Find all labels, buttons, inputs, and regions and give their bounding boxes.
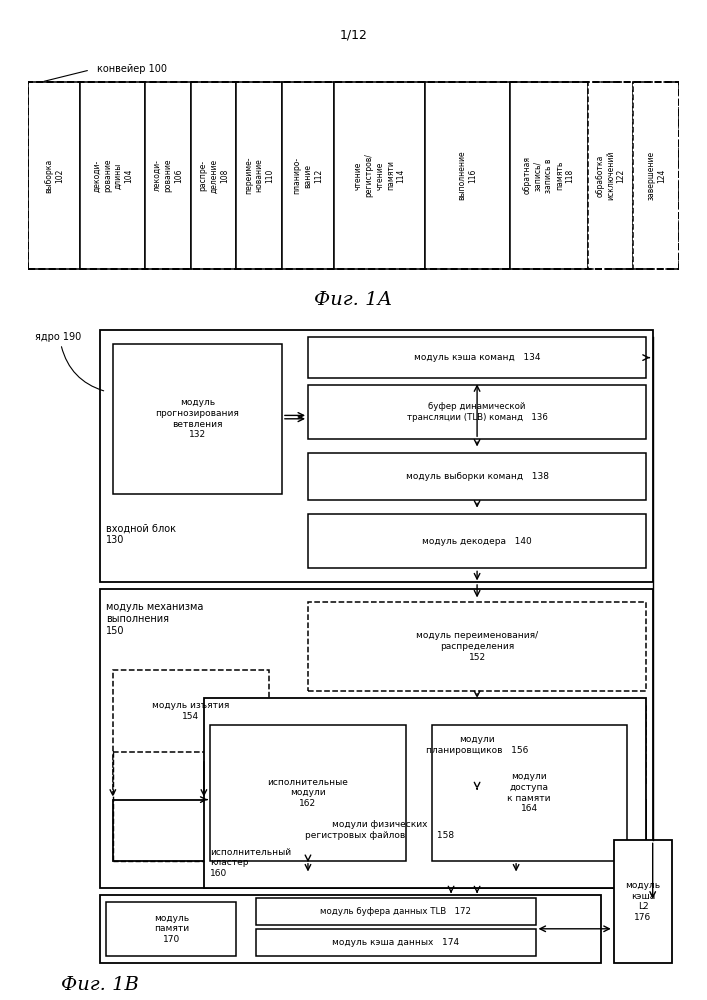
Text: входной блок
130: входной блок 130 (106, 524, 176, 545)
Bar (28, 82, 81, 269)
Text: модуль декодера   140: модуль декодера 140 (422, 537, 532, 546)
Bar (308, 514, 646, 568)
Bar (113, 670, 269, 752)
Text: модуль кэша данных   174: модуль кэша данных 174 (332, 938, 460, 947)
Text: выборка
102: выборка 102 (45, 158, 64, 193)
Bar (282, 82, 334, 269)
Text: декоди-
рование
длины
104: декоди- рование длины 104 (92, 159, 134, 192)
Text: модуль
памяти
170: модуль памяти 170 (154, 914, 189, 944)
Bar (425, 82, 510, 269)
Bar (100, 895, 601, 963)
Text: модуль изъятия
154: модуль изъятия 154 (152, 701, 230, 721)
Text: переиме-
нование
110: переиме- нование 110 (244, 157, 274, 194)
Text: модуль механизма
выполнения
150: модуль механизма выполнения 150 (106, 602, 204, 636)
Text: 1/12: 1/12 (339, 28, 368, 41)
Text: выполнение
116: выполнение 116 (457, 151, 477, 200)
Text: модуль переименования/
распределения
152: модуль переименования/ распределения 152 (416, 631, 538, 662)
Bar (113, 800, 646, 861)
Bar (236, 82, 282, 269)
Bar (588, 82, 633, 269)
Bar (334, 82, 425, 269)
Bar (308, 602, 646, 691)
Text: ядро 190: ядро 190 (35, 332, 81, 342)
Bar (256, 898, 536, 925)
Text: модуль буфера данных TLB   172: модуль буфера данных TLB 172 (320, 907, 472, 916)
Bar (308, 704, 646, 786)
Text: модуль
кэша
L2
176: модуль кэша L2 176 (626, 881, 660, 922)
Text: модуль кэша команд   134: модуль кэша команд 134 (414, 353, 540, 362)
Bar (28, 82, 679, 269)
Bar (308, 385, 646, 439)
Text: лекоди-
рование
106: лекоди- рование 106 (153, 159, 183, 192)
Text: обратная
запись/
запись в
память
118: обратная запись/ запись в память 118 (522, 156, 575, 194)
Bar (146, 82, 191, 269)
Bar (431, 725, 626, 861)
Bar (308, 337, 646, 378)
Text: обработка
исключений
122: обработка исключений 122 (595, 151, 626, 200)
Text: модули
доступа
к памяти
164: модули доступа к памяти 164 (508, 772, 551, 813)
Bar (633, 82, 679, 269)
Text: исполнительные
модули
162: исполнительные модули 162 (267, 778, 349, 808)
Bar (308, 453, 646, 500)
Text: буфер динамической
трансляции (TLB) команд   136: буфер динамической трансляции (TLB) кома… (407, 402, 547, 422)
Bar (614, 840, 672, 963)
Bar (211, 725, 406, 861)
Bar (510, 82, 588, 269)
Text: модули
планировщиков   156: модули планировщиков 156 (426, 735, 528, 755)
Text: модуль
прогнозирования
ветвления
132: модуль прогнозирования ветвления 132 (156, 398, 240, 439)
Text: конвейер 100: конвейер 100 (97, 64, 167, 74)
Bar (191, 82, 236, 269)
Bar (113, 344, 282, 494)
Bar (81, 82, 146, 269)
Text: завершение
124: завершение 124 (646, 151, 666, 200)
Bar (100, 589, 653, 888)
Text: модуль выборки команд   138: модуль выборки команд 138 (406, 472, 549, 481)
Bar (256, 929, 536, 956)
Text: Фиг. 1А: Фиг. 1А (315, 291, 392, 309)
Bar (100, 330, 653, 582)
Text: модули физических
регистровых файлов           158: модули физических регистровых файлов 158 (305, 820, 454, 840)
Text: планиро-
вание
112: планиро- вание 112 (293, 157, 323, 194)
Bar (106, 902, 236, 956)
Text: исполнительный
кластер
160: исполнительный кластер 160 (211, 848, 291, 878)
Bar (204, 698, 646, 888)
Text: Фиг. 1В: Фиг. 1В (61, 976, 139, 994)
Text: чтение
регистров/
чтение
памяти
114: чтение регистров/ чтение памяти 114 (354, 154, 406, 197)
Text: распре-
деление
108: распре- деление 108 (199, 158, 229, 193)
